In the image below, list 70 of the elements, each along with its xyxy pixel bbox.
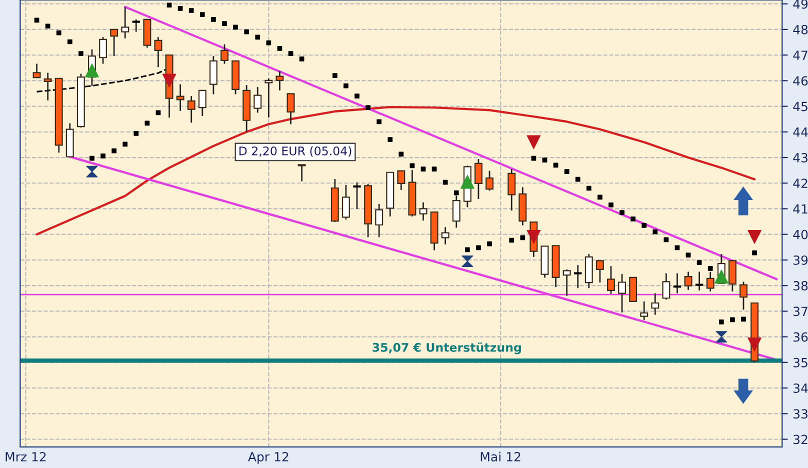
point [85,63,99,78]
y-tick-label: 47 [793,50,808,60]
point [716,331,728,343]
candlestick [474,158,482,200]
y-tick-label: 48 [793,24,808,34]
point [162,74,176,88]
point [714,270,728,284]
y-tick-label: 33 [794,409,808,419]
candlestick [397,170,406,191]
candlestick [254,86,262,114]
point [460,174,474,189]
candlestick [640,300,648,321]
y-tick-label: 44 [793,128,808,137]
candlestick [121,6,130,40]
y-tick-label: 43 [793,152,808,162]
candlestick [728,260,736,292]
point [526,135,541,150]
annotation: D 2,20 EUR (05.04) [239,146,352,157]
candlestick [286,93,295,125]
candlestick [99,36,107,64]
candlestick [32,63,41,79]
candlestick [276,70,284,92]
y-tick-label: 32 [794,434,808,444]
candlestick [209,55,218,95]
candlestick [618,273,626,314]
y-tick-label: 35 [794,358,808,368]
y-tick-label: 38 [794,281,808,291]
y-tick-label: 42 [793,178,808,188]
ref-line-label: 35,07 € Unterstützung [372,342,521,354]
candlestick [44,72,52,102]
y-tick-label: 46 [793,76,808,86]
candlestick [298,164,306,182]
candlestick [596,260,604,284]
point [86,166,98,178]
candlestick [342,184,350,220]
candlestick [508,168,516,212]
candlestick [562,268,571,297]
point [748,230,762,244]
point [748,338,762,352]
candlestick [706,271,714,292]
candlestick [740,281,748,310]
candlestick [486,170,494,192]
y-tick-label: 36 [794,332,808,342]
candlestick [198,90,206,117]
x-tick-label: Mai 12 [480,452,520,462]
candlestick [651,292,660,316]
candlestick [441,226,450,246]
y-tick-label: 39 [794,255,808,265]
candlestick [220,44,228,64]
x-tick-label: Apr 12 [248,452,288,464]
x-tick-label: Mrz 12 [6,452,46,462]
candlestick [684,271,692,291]
candlestick [375,203,384,238]
y-tick-label: 45 [793,102,808,112]
candlestick [110,28,118,57]
candlestick [187,95,196,124]
y-tick-label: 41 [793,204,808,214]
candlestick [662,272,670,300]
candlestick [264,78,273,118]
point [462,256,474,267]
line-series [36,106,756,236]
y-tick-label: 40 [793,230,808,240]
y-tick-label: 34 [794,384,808,393]
point [526,230,541,244]
candlestick [176,84,184,112]
y-tick-label: 37 [794,306,808,316]
candlestick [352,182,362,210]
candlestick [154,36,162,68]
candlestick [419,202,428,222]
candlestick [607,265,615,294]
